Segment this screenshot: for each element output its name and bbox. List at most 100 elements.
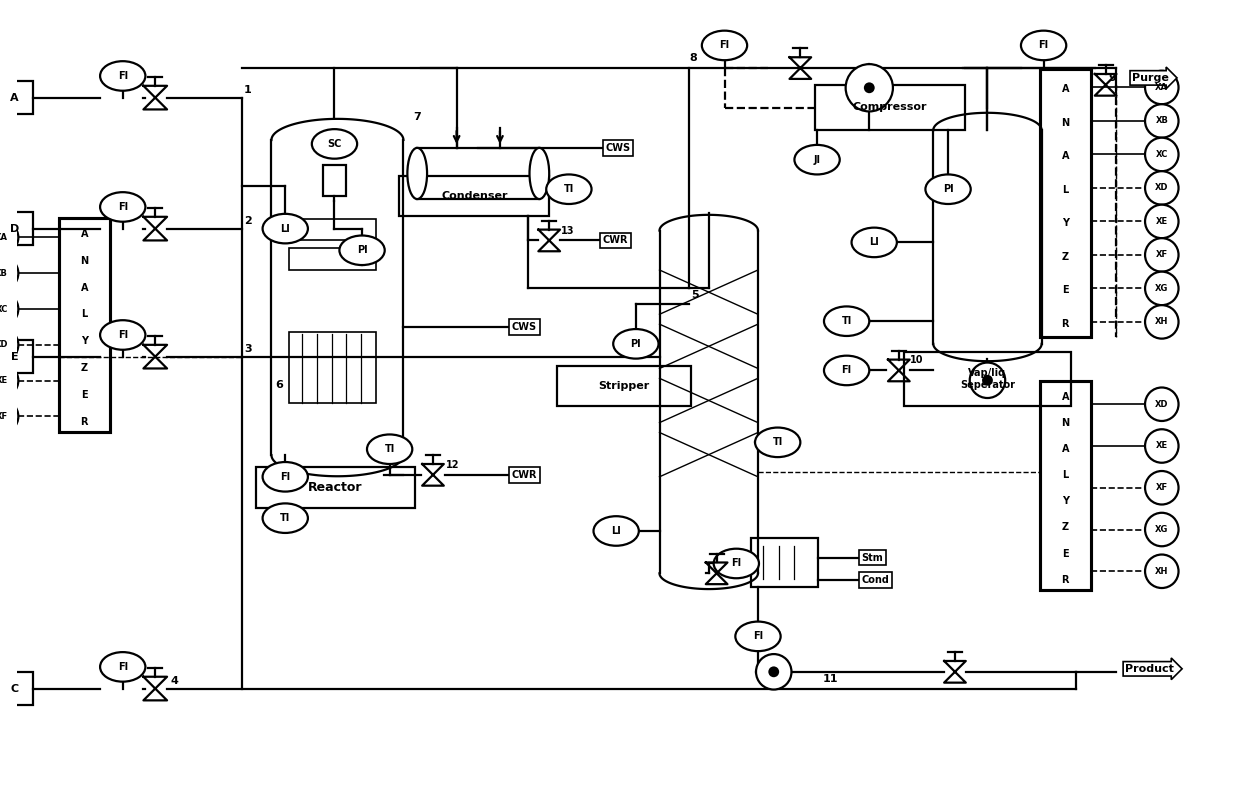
Circle shape xyxy=(982,375,993,385)
Text: XE: XE xyxy=(1156,441,1168,451)
Text: E: E xyxy=(1061,548,1069,559)
Ellipse shape xyxy=(702,30,748,60)
Circle shape xyxy=(1145,429,1178,463)
Text: CWR: CWR xyxy=(512,470,537,480)
Text: 5: 5 xyxy=(691,290,698,299)
Circle shape xyxy=(0,364,19,397)
Ellipse shape xyxy=(714,549,759,579)
Text: 3: 3 xyxy=(244,344,252,354)
Text: LI: LI xyxy=(869,237,879,247)
Text: JI: JI xyxy=(813,155,821,164)
Circle shape xyxy=(1145,105,1178,138)
Text: FI: FI xyxy=(1039,41,1049,50)
Text: XC: XC xyxy=(0,305,7,314)
Bar xyxy=(1039,69,1091,337)
Ellipse shape xyxy=(100,652,145,681)
Ellipse shape xyxy=(594,516,639,546)
Bar xyxy=(0,340,33,373)
Text: Z: Z xyxy=(81,363,88,373)
Circle shape xyxy=(1145,271,1178,305)
Text: A: A xyxy=(1061,84,1069,94)
Text: SC: SC xyxy=(327,139,342,149)
Bar xyxy=(751,538,818,587)
Text: TI: TI xyxy=(564,184,574,194)
Circle shape xyxy=(0,292,19,326)
Ellipse shape xyxy=(340,235,384,265)
Circle shape xyxy=(1145,388,1178,421)
Text: 6: 6 xyxy=(275,380,283,390)
Circle shape xyxy=(1145,555,1178,588)
Text: TI: TI xyxy=(773,437,782,448)
Circle shape xyxy=(1145,471,1178,504)
Circle shape xyxy=(1145,513,1178,547)
Text: Cond: Cond xyxy=(862,575,889,585)
Text: R: R xyxy=(1061,318,1069,329)
Ellipse shape xyxy=(263,504,308,533)
Text: PI: PI xyxy=(631,339,641,349)
Ellipse shape xyxy=(263,462,308,492)
Ellipse shape xyxy=(100,61,145,91)
Text: FI: FI xyxy=(118,71,128,81)
Text: N: N xyxy=(1061,117,1069,128)
Bar xyxy=(289,332,376,403)
Bar xyxy=(58,218,110,433)
Text: XD: XD xyxy=(1154,400,1168,409)
Bar xyxy=(0,81,33,114)
Text: XF: XF xyxy=(0,412,7,421)
Text: A: A xyxy=(81,229,88,239)
Text: N: N xyxy=(81,255,88,266)
Text: A: A xyxy=(1061,392,1069,402)
Ellipse shape xyxy=(735,622,781,651)
Text: XG: XG xyxy=(1156,284,1168,293)
Text: FI: FI xyxy=(118,330,128,340)
Text: Stm: Stm xyxy=(862,552,883,563)
Text: FI: FI xyxy=(280,472,290,482)
Text: D: D xyxy=(10,223,19,234)
Text: 11: 11 xyxy=(823,674,838,684)
Text: FI: FI xyxy=(118,662,128,672)
Text: 7: 7 xyxy=(413,113,422,122)
Ellipse shape xyxy=(795,145,839,175)
Text: A: A xyxy=(1061,151,1069,161)
Text: Y: Y xyxy=(1061,496,1069,506)
Text: XE: XE xyxy=(1156,217,1168,226)
Text: XF: XF xyxy=(1156,251,1168,259)
Ellipse shape xyxy=(925,175,971,204)
Ellipse shape xyxy=(100,192,145,222)
Ellipse shape xyxy=(263,214,308,243)
Text: C: C xyxy=(10,684,19,693)
Text: XH: XH xyxy=(1156,318,1168,326)
Text: Purge: Purge xyxy=(1132,73,1169,83)
Bar xyxy=(417,148,539,199)
Text: LI: LI xyxy=(611,526,621,536)
Ellipse shape xyxy=(823,356,869,385)
Circle shape xyxy=(0,328,19,361)
Text: E: E xyxy=(81,390,88,400)
Text: TI: TI xyxy=(384,444,394,454)
Text: Condenser: Condenser xyxy=(441,191,507,201)
Text: Z: Z xyxy=(1061,251,1069,262)
Ellipse shape xyxy=(1021,30,1066,60)
Text: 2: 2 xyxy=(244,215,252,226)
Ellipse shape xyxy=(408,148,427,199)
Circle shape xyxy=(1145,238,1178,271)
Bar xyxy=(399,176,549,215)
Text: CWR: CWR xyxy=(603,235,627,246)
Text: Product: Product xyxy=(1126,664,1174,674)
Text: E: E xyxy=(1061,285,1069,295)
Circle shape xyxy=(1145,204,1178,238)
Bar xyxy=(289,248,376,270)
Circle shape xyxy=(1145,305,1178,338)
Text: Reactor: Reactor xyxy=(309,481,363,494)
Text: CWS: CWS xyxy=(605,143,630,153)
Text: 13: 13 xyxy=(560,226,574,235)
Text: XA: XA xyxy=(0,233,9,242)
Text: XF: XF xyxy=(1156,484,1168,492)
Bar xyxy=(0,672,33,705)
Circle shape xyxy=(864,82,874,93)
Text: Y: Y xyxy=(1061,218,1069,228)
Text: L: L xyxy=(1063,184,1069,195)
Ellipse shape xyxy=(367,434,412,464)
Ellipse shape xyxy=(529,148,549,199)
Ellipse shape xyxy=(755,428,800,457)
